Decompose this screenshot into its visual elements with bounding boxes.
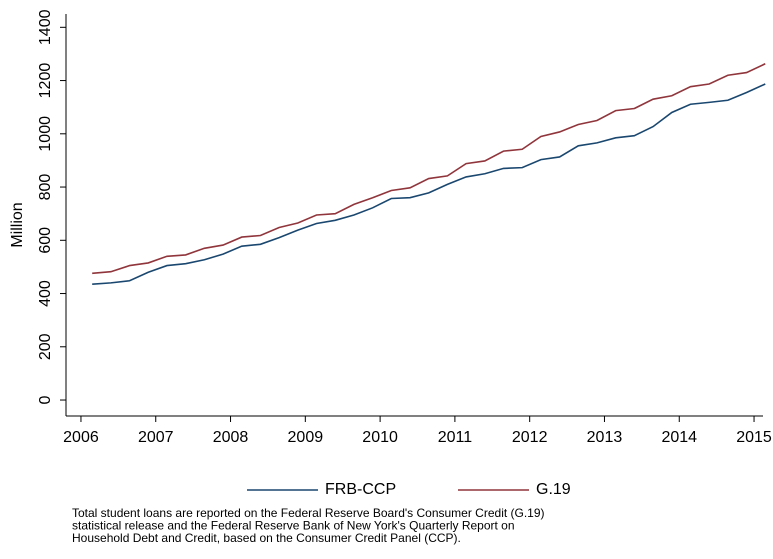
legend-label: G.19	[536, 481, 571, 498]
y-tick-label: 1200	[37, 63, 54, 99]
y-tick-label: 400	[37, 280, 54, 307]
x-tick-label: 2011	[438, 429, 473, 446]
note: Total student loans are reported on the …	[72, 506, 545, 520]
y-axis-label: Million	[9, 202, 26, 247]
x-tick-label: 2009	[288, 429, 324, 446]
x-tick-label: 2008	[213, 429, 249, 446]
y-tick-label: 0	[37, 395, 54, 404]
note: Household Debt and Credit, based on the …	[72, 531, 461, 545]
x-tick-label: 2015	[736, 429, 772, 446]
series-line	[92, 83, 766, 286]
x-tick-label: 2014	[661, 429, 697, 446]
y-tick-label: 800	[37, 174, 54, 201]
x-tick-label: 2013	[587, 429, 623, 446]
y-tick-label: 600	[37, 227, 54, 254]
note: statistical release and the Federal Rese…	[72, 519, 515, 533]
x-tick-label: 2006	[63, 429, 99, 446]
x-tick-label: 2007	[138, 429, 174, 446]
x-tick-label: 2010	[362, 429, 398, 446]
x-tick-label: 2012	[512, 429, 548, 446]
legend-label: FRB-CCP	[325, 481, 396, 498]
y-tick-label: 200	[37, 333, 54, 360]
y-tick-label: 1000	[37, 116, 54, 152]
y-tick-label: 1400	[37, 9, 54, 45]
series-line	[92, 63, 766, 275]
